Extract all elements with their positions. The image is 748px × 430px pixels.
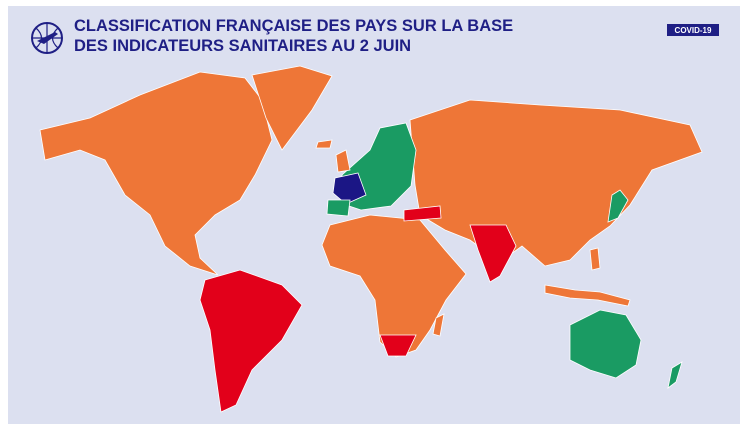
south-america — [199, 269, 303, 413]
japan — [607, 189, 629, 223]
philippines — [589, 247, 601, 271]
new-zealand — [667, 361, 683, 389]
south-africa — [379, 334, 417, 357]
madagascar — [432, 313, 445, 337]
australia — [569, 309, 642, 379]
iceland — [315, 139, 333, 149]
greenland — [251, 65, 333, 151]
indonesia — [544, 284, 631, 307]
world-map — [39, 65, 703, 413]
turkey — [403, 205, 442, 222]
badge-text: COVID-19 — [675, 26, 712, 35]
title-line: CLASSIFICATION FRANÇAISE DES PAYS SUR LA… — [74, 17, 513, 35]
badge-box — [667, 24, 719, 36]
asia — [409, 99, 703, 267]
france — [332, 172, 367, 205]
logo — [31, 22, 63, 54]
united-kingdom — [335, 149, 351, 173]
badge: COVID-19 — [667, 24, 719, 36]
spain — [326, 199, 351, 217]
title-line: DES INDICATEURS SANITAIRES AU 2 JUIN — [74, 37, 411, 55]
north-america — [39, 71, 273, 276]
india — [469, 224, 517, 283]
africa — [321, 214, 467, 358]
